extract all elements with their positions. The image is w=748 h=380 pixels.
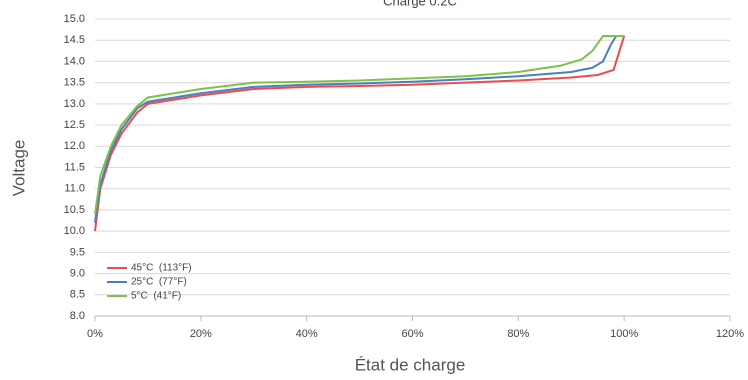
legend-label: 25°C (77°F) — [131, 277, 187, 288]
legend-label: 45°C (113°F) — [131, 263, 192, 274]
y-tick-label: 14.5 — [64, 34, 85, 46]
x-axis-label: État de charge — [355, 355, 466, 374]
x-tick-label: 120% — [716, 328, 744, 340]
x-tick-label: 60% — [401, 328, 423, 340]
y-tick-label: 11.0 — [64, 183, 85, 195]
x-tick-label: 0% — [87, 328, 103, 340]
y-tick-label: 13.5 — [64, 77, 85, 89]
y-tick-label: 8.5 — [70, 289, 85, 301]
x-tick-label: 20% — [190, 328, 212, 340]
x-tick-label: 40% — [296, 328, 318, 340]
y-axis-label: Voltage — [9, 140, 28, 197]
y-tick-label: 8.0 — [70, 310, 85, 322]
y-tick-label: 9.5 — [70, 246, 85, 258]
y-tick-label: 11.5 — [64, 161, 85, 173]
x-tick-label: 100% — [610, 328, 638, 340]
y-tick-label: 13.0 — [64, 98, 85, 110]
y-tick-label: 10.0 — [64, 225, 85, 237]
series-line — [94, 35, 626, 232]
y-tick-label: 12.5 — [64, 119, 85, 131]
y-tick-label: 12.0 — [64, 140, 85, 152]
y-tick-label: 14.0 — [64, 55, 85, 67]
x-tick-label: 80% — [507, 328, 529, 340]
series-line — [94, 34, 625, 215]
y-tick-label: 15.0 — [64, 13, 85, 25]
y-tick-label: 10.5 — [64, 204, 85, 216]
series-line — [94, 34, 625, 223]
chart-title: Charge 0.2C — [383, 0, 457, 8]
y-tick-label: 9.0 — [70, 267, 85, 279]
legend-label: 5°C (41°F) — [131, 291, 181, 302]
